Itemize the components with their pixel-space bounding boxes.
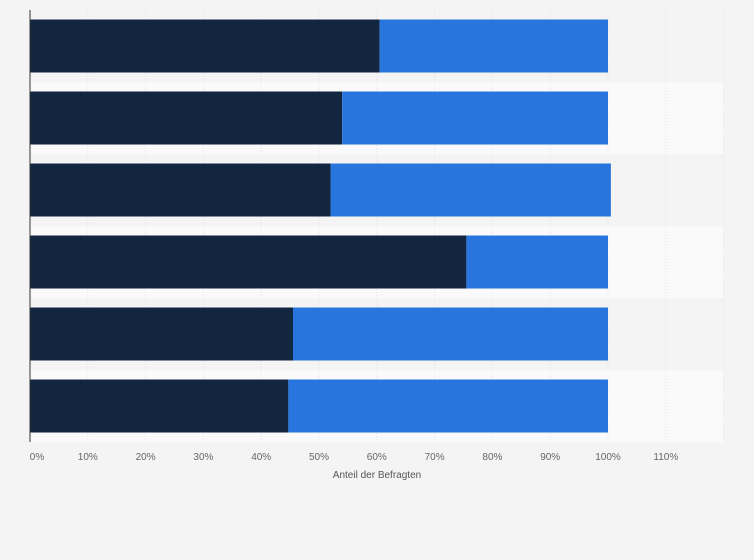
bar-segment-series-0: [30, 379, 289, 433]
x-tick-label: 90%: [540, 452, 560, 463]
bar-segment-series-1: [292, 307, 608, 361]
bar-segment-series-0: [30, 307, 293, 361]
bar-segment-series-0: [30, 91, 343, 145]
bar-segment-series-1: [288, 379, 608, 433]
bar-segment-series-0: [30, 235, 467, 289]
x-axis: 0% 10% 20% 30% 40% 50% 60% 70% 80% 90% 100% 110%: [29, 10, 678, 463]
bars: [30, 19, 611, 433]
x-tick-label: 0%: [30, 452, 45, 463]
x-tick-label: 60%: [367, 452, 387, 463]
bar-segment-series-1: [342, 91, 608, 145]
x-tick-label: 30%: [193, 452, 213, 463]
gridlines: [87, 10, 725, 442]
x-tick-label: 100%: [595, 452, 621, 463]
x-tick-label: 20%: [136, 452, 156, 463]
bar-segment-series-1: [466, 235, 608, 289]
x-tick-label: 40%: [251, 452, 271, 463]
x-tick-label: 50%: [309, 452, 329, 463]
x-tick-label: 10%: [78, 452, 98, 463]
x-axis-title: Anteil der Befragten: [333, 470, 421, 481]
bar-segment-series-0: [30, 163, 331, 217]
bar-segment-series-1: [330, 163, 611, 217]
x-tick-label: 70%: [425, 452, 445, 463]
bar-segment-series-1: [379, 19, 608, 73]
bar-segment-series-0: [30, 19, 380, 73]
x-tick-label: 110%: [653, 452, 678, 463]
x-tick-label: 80%: [482, 452, 502, 463]
